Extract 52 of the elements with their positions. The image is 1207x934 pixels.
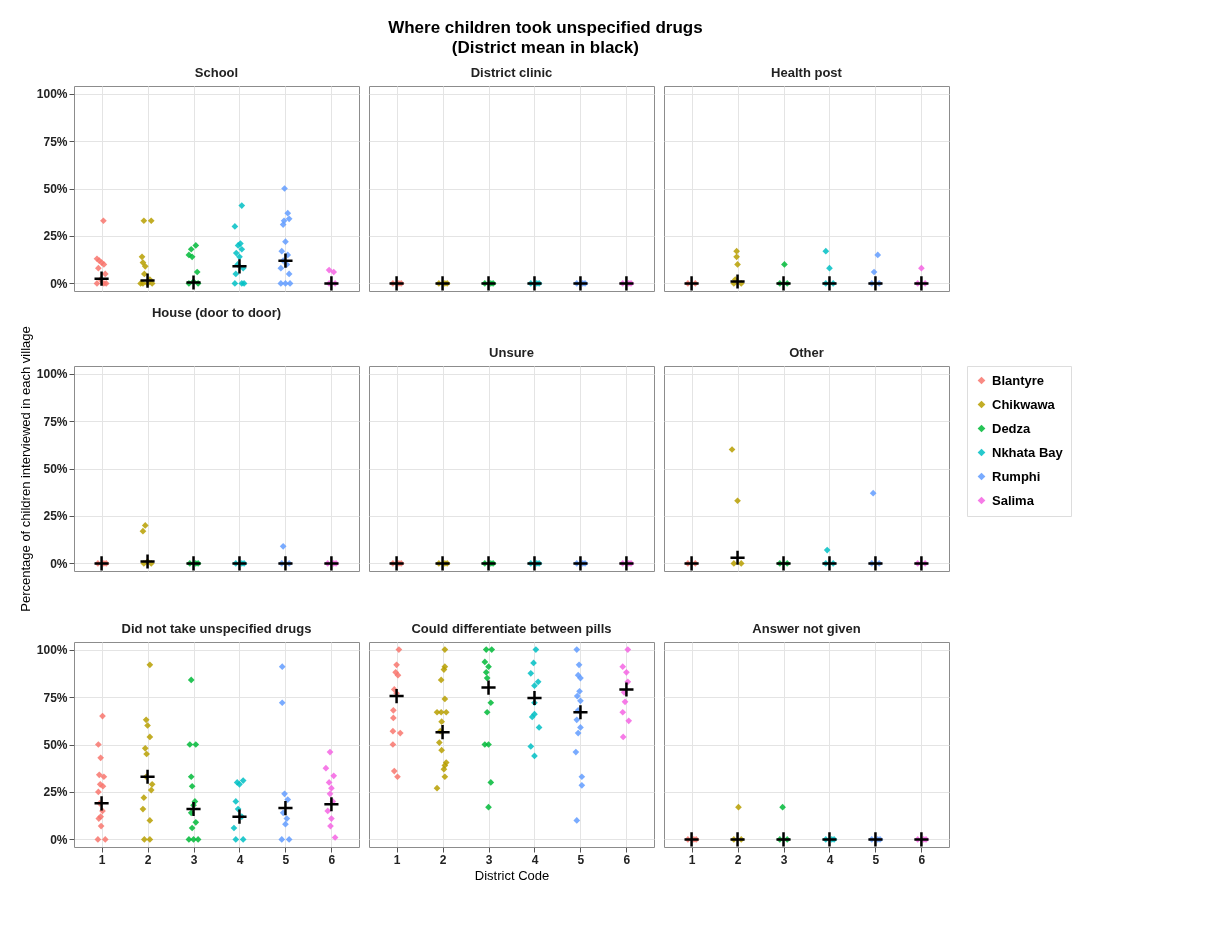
x-tick-label: 2 xyxy=(439,852,447,867)
y-tick-label: 50% xyxy=(43,462,68,476)
x-axis-title: District Code xyxy=(474,867,550,883)
y-axis-title: Percentage of children interviewed in each village xyxy=(17,326,33,612)
y-tick-label: 50% xyxy=(43,738,68,752)
y-tick-label: 0% xyxy=(50,556,68,571)
x-tick-label: 2 xyxy=(144,852,152,867)
chart-title: Could differentiate between pills xyxy=(411,621,612,636)
text: Where children took unspecified drugs xyxy=(388,17,703,37)
x-tick-label: 6 xyxy=(918,852,926,867)
y-tick-label: 25% xyxy=(43,229,68,244)
y-tick-label: 75% xyxy=(43,414,68,429)
legend-label: Chikwawa xyxy=(992,396,1056,412)
x-tick-label: 3 xyxy=(485,852,493,867)
x-tick-label: 6 xyxy=(328,852,336,867)
legend-label: Rumphi xyxy=(992,468,1041,484)
y-tick-label: 25% xyxy=(43,509,68,524)
chart-title: Other xyxy=(789,344,824,360)
y-tick-label: 100% xyxy=(36,643,68,658)
legend-label: Dedza xyxy=(992,420,1032,436)
chart-title: Unsure xyxy=(489,345,534,360)
x-tick-label: 3 xyxy=(190,852,198,867)
x-tick-label: 2 xyxy=(734,852,742,867)
legend-label: Salima xyxy=(992,492,1035,508)
y-tick-label: 25% xyxy=(43,785,68,800)
x-tick-label: 1 xyxy=(688,852,696,867)
y-tick-label: 100% xyxy=(36,87,68,102)
chart-title: House (door to door) xyxy=(151,304,282,320)
x-tick-label: 4 xyxy=(531,852,539,867)
legend-label: Blantyre xyxy=(992,372,1045,388)
x-tick-label: 1 xyxy=(393,852,401,867)
x-tick-label: 4 xyxy=(236,852,244,867)
chart-title: District clinic xyxy=(470,65,553,80)
y-tick-label: 100% xyxy=(36,367,68,382)
y-tick-label: 0% xyxy=(50,832,68,847)
x-tick-label: 5 xyxy=(872,852,880,867)
x-tick-label: 5 xyxy=(282,852,290,867)
chart-title: Did not take unspecified drugs xyxy=(121,621,312,636)
x-tick-label: 6 xyxy=(623,852,631,867)
x-tick-label: 3 xyxy=(780,852,788,867)
x-tick-label: 1 xyxy=(98,852,106,867)
chart-title: School xyxy=(194,65,239,80)
y-tick-label: 75% xyxy=(43,690,68,705)
y-tick-label: 75% xyxy=(43,134,68,149)
chart-title: Health post xyxy=(771,65,843,80)
x-tick-label: 4 xyxy=(826,852,834,867)
legend-label: Nkhata Bay xyxy=(992,444,1064,460)
y-tick-label: 50% xyxy=(43,182,68,196)
y-tick-label: 0% xyxy=(50,276,68,291)
chart-title: Answer not given xyxy=(752,621,861,636)
text: (District mean in black) xyxy=(451,37,639,57)
x-tick-label: 5 xyxy=(577,852,585,867)
